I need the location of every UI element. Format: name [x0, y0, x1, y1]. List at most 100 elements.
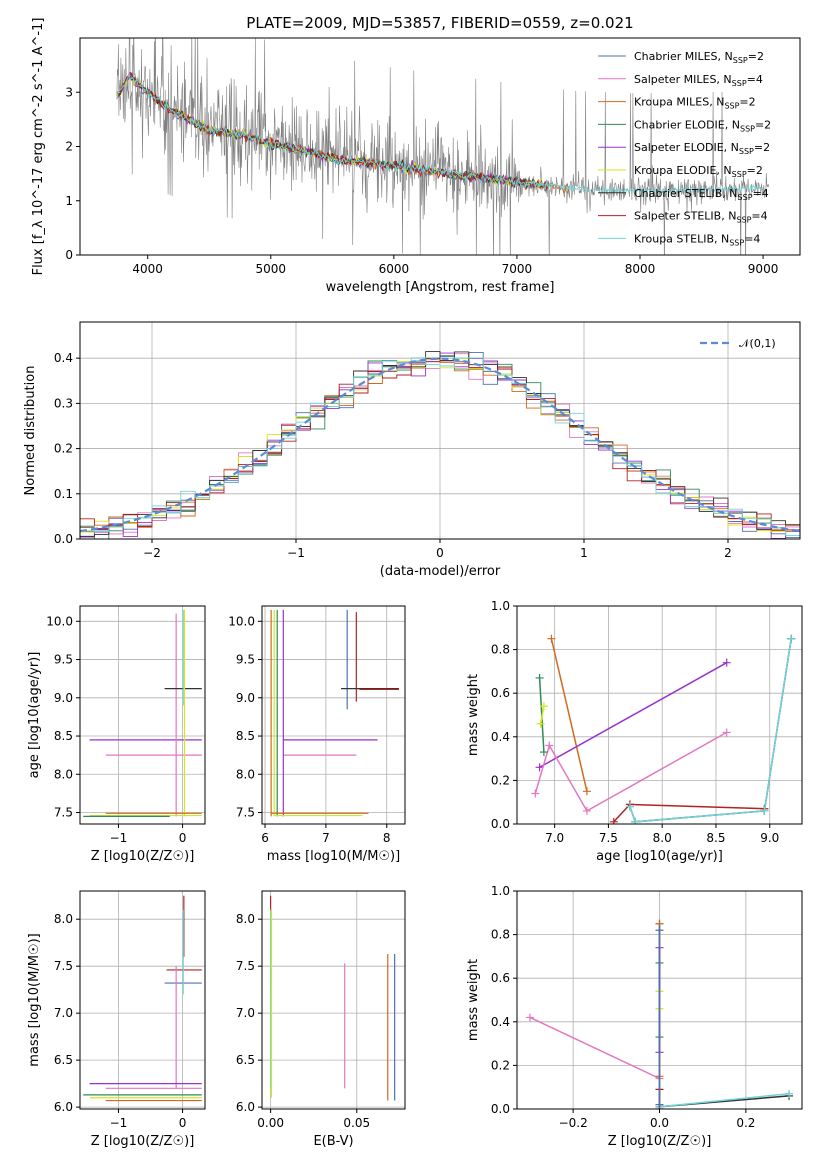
weight-marker-kroupa_stelib — [785, 1089, 794, 1098]
figure-title: PLATE=2009, MJD=53857, FIBERID=0559, z=0… — [246, 14, 633, 32]
plot-area-residual_histogram — [80, 351, 800, 539]
x-tick-label: −1 — [110, 1116, 128, 1130]
plot-area-mass_vs_Z — [83, 895, 202, 1102]
axes-spectrum: 4000 5000 6000 7000 8000 9000 0 1 2 3 wavelength [… — [31, 18, 801, 295]
y-tick-label: 7.5 — [236, 806, 255, 820]
axes-mass_vs_EBV: 0.00 0.05 6.0 6.5 7.0 7.5 8.0 E(B-V) — [236, 890, 406, 1149]
x-tick-label: 7000 — [502, 262, 533, 276]
x-tick-label: 7 — [322, 831, 330, 845]
y-tick-label: 8.0 — [54, 767, 73, 781]
spectrum-model-kroupa-stelib-red — [516, 178, 764, 195]
plot-area-mass_weight_vs_Z — [525, 919, 794, 1109]
weight-marker-chabrier_elodie — [535, 673, 544, 682]
y-tick-label: 0.4 — [491, 1015, 510, 1029]
y-tick-label: 8.5 — [236, 729, 255, 743]
y-axis-label: age [log10(age/yr)] — [27, 652, 42, 779]
x-axis-label: Z [log10(Z/Z☉)] — [608, 1134, 712, 1149]
y-tick-label: 0.4 — [54, 351, 73, 365]
weight-marker-kroupa_miles — [547, 634, 556, 643]
y-tick-label: 0.0 — [491, 817, 510, 831]
plot-area-mass_weight_vs_age — [531, 634, 796, 824]
axes-frame — [79, 890, 206, 1110]
hist-step-kroupa_stelib — [80, 357, 800, 537]
spectrum-legend: Chabrier MILES, NSSP=2 Salpeter MILES, NS… — [598, 50, 771, 247]
y-tick-label: 9.0 — [54, 691, 73, 705]
axes-age_vs_Z: −1 0 7.5 8.0 8.5 9.0 9.5 10.0 Z [log10(Z/Z☉)] age… — [27, 605, 206, 864]
y-tick-label: 0.6 — [491, 971, 510, 985]
y-tick-label: 10.0 — [228, 614, 255, 628]
y-axis-label: mass weight — [466, 674, 481, 756]
axes-frame — [516, 890, 803, 1110]
y-tick-label: 0.4 — [491, 730, 510, 744]
y-tick-label: 9.5 — [236, 653, 255, 667]
y-tick-label: 0.2 — [491, 1058, 510, 1072]
x-tick-label: 5000 — [255, 262, 286, 276]
axes-frame — [261, 890, 406, 1110]
y-tick-label: 7.0 — [236, 1006, 255, 1020]
y-tick-label: 1.0 — [491, 884, 510, 898]
x-tick-label: 8 — [383, 831, 391, 845]
x-tick-label: 2 — [724, 546, 732, 560]
y-tick-label: 1 — [65, 194, 73, 208]
legend-label-gaussian: 𝒩(0,1) — [739, 337, 776, 350]
weight-line-kroupa_stelib — [629, 638, 792, 823]
x-axis-label: Z [log10(Z/Z☉)] — [91, 1134, 195, 1149]
x-axis-label: mass [log10(M/M☉)] — [267, 849, 400, 864]
y-tick-label: 0.2 — [491, 773, 510, 787]
x-tick-label: 8.0 — [653, 831, 672, 845]
legend-label-kroupa_elodie: Kroupa ELODIE, NSSP=2 — [634, 164, 763, 179]
spectrum-model-salpeter_stelib — [116, 72, 550, 190]
y-axis-label: Flux [f_λ 10^-17 erg cm^-2 s^-1 A^-1] — [31, 18, 46, 276]
x-tick-label: −2 — [143, 546, 161, 560]
weight-line-salpeter_elodie — [539, 662, 728, 768]
x-tick-label: 0 — [436, 546, 444, 560]
y-tick-label: 6.0 — [54, 1100, 73, 1114]
plot-area-mass_vs_EBV — [270, 895, 396, 1101]
x-tick-label: 9.0 — [760, 831, 779, 845]
x-tick-label: 0.2 — [736, 1116, 755, 1130]
y-tick-label: 0.2 — [54, 442, 73, 456]
weight-marker-kroupa_stelib — [787, 634, 796, 643]
axes-age_vs_mass: 6 7 8 7.5 8.0 8.5 9.0 9.5 10.0 mass [log10(M/M☉)] — [228, 605, 406, 864]
x-tick-label: 7.0 — [545, 831, 564, 845]
x-tick-label: 1 — [580, 546, 588, 560]
y-tick-label: 8.0 — [54, 912, 73, 926]
x-tick-label: 4000 — [132, 262, 163, 276]
y-tick-label: 6.0 — [236, 1100, 255, 1114]
legend-label-chabrier_miles: Chabrier MILES, NSSP=2 — [634, 50, 764, 65]
weight-marker-salpeter_miles — [582, 806, 591, 815]
weight-marker-salpeter_miles — [722, 728, 731, 737]
weight-line-salpeter_miles — [534, 731, 728, 812]
x-tick-label: 7.5 — [599, 831, 618, 845]
x-tick-label: −1 — [110, 831, 128, 845]
legend-label-kroupa_stelib: Kroupa STELIB, NSSP=4 — [634, 232, 760, 247]
weight-marker-chabrier_miles — [655, 1100, 664, 1109]
plot-area-age_vs_mass — [270, 609, 399, 817]
plot-area-spectrum — [116, 38, 770, 255]
plot-area-age_vs_Z — [83, 609, 202, 817]
x-tick-label: −0.2 — [559, 1116, 588, 1130]
y-tick-label: 3 — [65, 85, 73, 99]
x-tick-label: 0 — [179, 831, 187, 845]
x-tick-label: 0.00 — [257, 1116, 284, 1130]
axes-frame — [79, 321, 801, 540]
weight-marker-salpeter_miles — [545, 741, 554, 750]
weight-marker-salpeter_elodie — [722, 658, 731, 667]
y-tick-label: 0.0 — [491, 1102, 510, 1116]
x-tick-label: 8.5 — [706, 831, 725, 845]
y-tick-label: 7.5 — [54, 806, 73, 820]
axes-mass_weight_vs_Z: −0.2 0.0 0.2 0.0 0.2 0.4 0.6 0.8 1.0 Z [log10(Z/Z… — [466, 884, 803, 1149]
weight-marker-salpeter_miles — [525, 1013, 534, 1022]
y-tick-label: 10.0 — [46, 614, 73, 628]
x-tick-label: 9000 — [748, 262, 779, 276]
y-tick-label: 7.5 — [236, 959, 255, 973]
weight-marker-kroupa_stelib — [760, 806, 769, 815]
x-tick-label: 0 — [179, 1116, 187, 1130]
y-tick-label: 1.0 — [491, 599, 510, 613]
weight-line-kroupa_miles — [550, 638, 588, 792]
y-tick-label: 6.5 — [236, 1053, 255, 1067]
weight-marker-salpeter_stelib — [609, 817, 618, 824]
y-tick-label: 7.0 — [54, 1006, 73, 1020]
axes-mass_vs_Z: −1 0 6.0 6.5 7.0 7.5 8.0 Z [log10(Z/Z☉)] mass [l… — [27, 890, 206, 1149]
x-tick-label: 6000 — [379, 262, 410, 276]
